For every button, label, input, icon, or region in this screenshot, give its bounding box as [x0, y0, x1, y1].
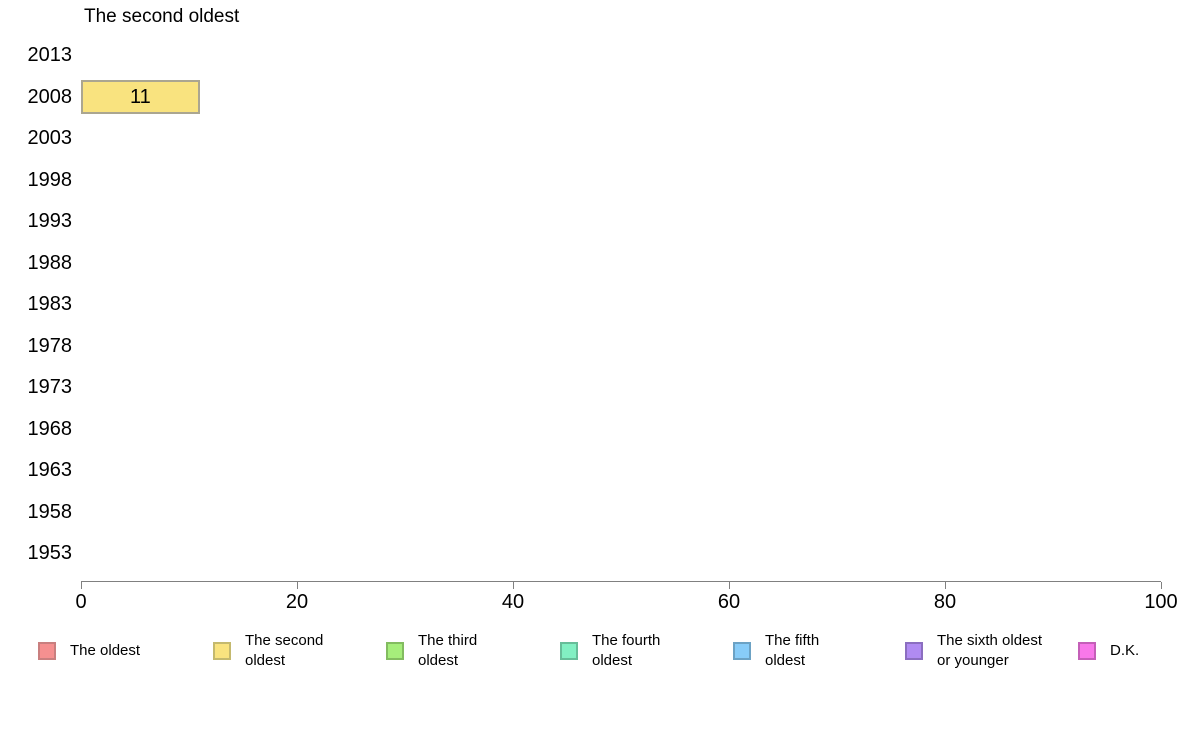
- chart-row: 1988: [0, 243, 1188, 285]
- legend-item-the-sixth-oldest-or-younger: The sixth oldest or younger: [905, 631, 1042, 671]
- bar-area: [81, 367, 1161, 409]
- legend-label-line: The second: [245, 632, 324, 649]
- chart-row: 1978: [0, 326, 1188, 368]
- bar-area: [81, 533, 1161, 575]
- x-axis-tick-label: 20: [285, 591, 309, 613]
- legend-item-the-third-oldest: The third oldest: [386, 631, 477, 671]
- y-axis-tick-label: 1973: [27, 376, 73, 399]
- x-axis: 0 20 40 60 80 100: [75, 581, 1178, 613]
- legend-label-line: The third: [418, 632, 478, 649]
- x-axis-tick: [944, 582, 946, 589]
- legend-label: The fifth oldest: [765, 631, 819, 671]
- chart-row: 1958: [0, 492, 1188, 534]
- legend-item-the-oldest: The oldest: [38, 631, 140, 671]
- bar-2008: 11: [81, 80, 200, 115]
- legend-item-the-fifth-oldest: The fifth oldest: [733, 631, 819, 671]
- chart-row: 1993: [0, 201, 1188, 243]
- chart-row: 2008 11: [0, 77, 1188, 119]
- legend-swatch-the-third-oldest: [386, 642, 404, 660]
- y-axis-tick-label: 1963: [27, 459, 73, 482]
- legend-label: The third oldest: [418, 631, 477, 671]
- legend-item-dk: D.K.: [1078, 631, 1139, 671]
- chart-row: 1968: [0, 409, 1188, 451]
- legend-swatch-the-sixth-oldest-or-younger: [905, 642, 923, 660]
- x-axis-tick: [296, 582, 298, 589]
- legend-label-line: oldest: [418, 652, 459, 669]
- y-axis-tick-label: 2013: [27, 44, 73, 67]
- bar-area: [81, 243, 1161, 285]
- x-axis-tick-label: 100: [1144, 591, 1178, 613]
- legend-label-line: The sixth oldest: [937, 632, 1043, 649]
- legend-item-the-second-oldest: The second oldest: [213, 631, 323, 671]
- x-axis-tick: [512, 582, 514, 589]
- y-axis-tick-label: 2003: [27, 127, 73, 150]
- y-axis-tick-label: 1968: [27, 417, 73, 440]
- chart-plot-area: 2013 2008 11 2003 1998 1993 1988 1983 1978 1973 19…: [0, 35, 1188, 575]
- bar-area: [81, 160, 1161, 202]
- legend-label-line: oldest: [592, 652, 633, 669]
- chart-row: 1953: [0, 533, 1188, 575]
- bar-area: [81, 409, 1161, 451]
- bar-area: [81, 35, 1161, 77]
- chart-row: 1973: [0, 367, 1188, 409]
- y-axis-tick-label: 1988: [27, 251, 73, 274]
- bar-area: [81, 118, 1161, 160]
- x-axis-tick-label: 60: [717, 591, 741, 613]
- legend-swatch-the-fifth-oldest: [733, 642, 751, 660]
- x-axis-tick-label: 80: [933, 591, 957, 613]
- legend-label-line: The fifth: [765, 632, 820, 649]
- x-axis-tick-label: 0: [75, 591, 87, 613]
- legend-label-line: The oldest: [70, 642, 141, 659]
- legend-label-line: oldest: [245, 652, 286, 669]
- chart-row: 2013: [0, 35, 1188, 77]
- bar-area: [81, 284, 1161, 326]
- y-axis-tick-label: 1983: [27, 293, 73, 316]
- bar-area: [81, 326, 1161, 368]
- legend-label-line: The fourth: [592, 632, 661, 649]
- y-axis-tick-label: 1953: [27, 542, 73, 565]
- chart-row: 1998: [0, 160, 1188, 202]
- legend-label-line: oldest: [765, 652, 806, 669]
- legend-label: D.K.: [1110, 641, 1139, 661]
- legend-label: The oldest: [70, 641, 140, 661]
- legend-label: The second oldest: [245, 631, 323, 671]
- x-axis-tick: [728, 582, 730, 589]
- legend-swatch-the-second-oldest: [213, 642, 231, 660]
- bar-area: [81, 492, 1161, 534]
- bar-area: [81, 201, 1161, 243]
- legend-label-line: or younger: [937, 652, 1009, 669]
- chart-row: 1963: [0, 450, 1188, 492]
- bar-area: [81, 450, 1161, 492]
- bar-area: 11: [81, 77, 1161, 119]
- y-axis-tick-label: 1978: [27, 334, 73, 357]
- chart-title: The second oldest: [84, 6, 240, 27]
- x-axis-tick: [80, 582, 82, 589]
- legend-swatch-dk: [1078, 642, 1096, 660]
- chart-row: 1983: [0, 284, 1188, 326]
- x-axis-tick-label: 40: [501, 591, 525, 613]
- chart-row: 2003: [0, 118, 1188, 160]
- legend-item-the-fourth-oldest: The fourth oldest: [560, 631, 660, 671]
- x-axis-tick: [1160, 582, 1162, 589]
- legend-label: The fourth oldest: [592, 631, 660, 671]
- bar-value-label: 11: [130, 85, 151, 108]
- legend-label-line: D.K.: [1110, 642, 1140, 659]
- legend-swatch-the-fourth-oldest: [560, 642, 578, 660]
- legend-label: The sixth oldest or younger: [937, 631, 1042, 671]
- y-axis-tick-label: 1993: [27, 210, 73, 233]
- y-axis-tick-label: 1958: [27, 500, 73, 523]
- y-axis-tick-label: 1998: [27, 168, 73, 191]
- chart-legend: The oldest The second oldest The third oldes…: [0, 631, 1188, 671]
- legend-swatch-the-oldest: [38, 642, 56, 660]
- y-axis-tick-label: 2008: [27, 85, 73, 108]
